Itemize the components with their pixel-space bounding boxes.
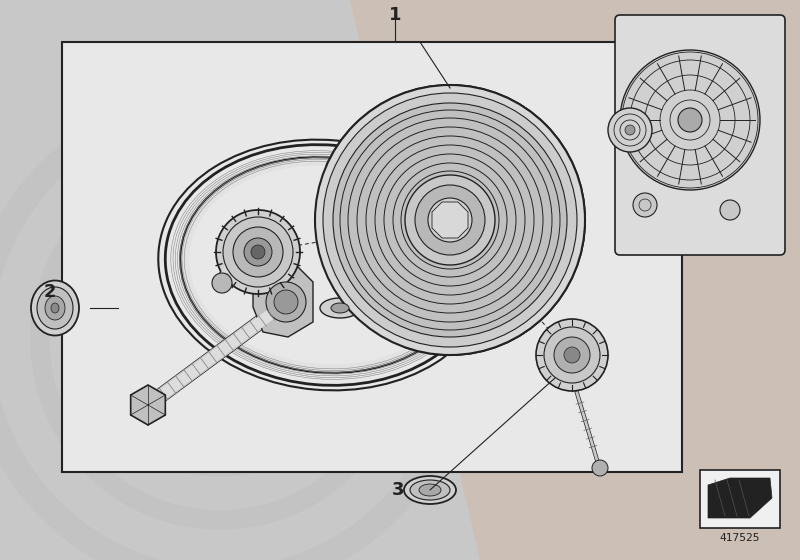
Circle shape xyxy=(428,198,472,242)
Circle shape xyxy=(244,238,272,266)
Circle shape xyxy=(216,210,300,294)
Ellipse shape xyxy=(410,480,450,500)
Polygon shape xyxy=(708,478,772,518)
Text: 1: 1 xyxy=(389,6,402,24)
Circle shape xyxy=(315,85,585,355)
Circle shape xyxy=(333,103,567,337)
Circle shape xyxy=(554,337,590,373)
Circle shape xyxy=(405,175,495,265)
Ellipse shape xyxy=(51,303,59,313)
Circle shape xyxy=(428,198,472,242)
Circle shape xyxy=(678,108,702,132)
Ellipse shape xyxy=(180,157,470,373)
Circle shape xyxy=(415,185,485,255)
Polygon shape xyxy=(253,260,313,337)
Bar xyxy=(445,187,455,197)
Circle shape xyxy=(212,273,232,293)
Circle shape xyxy=(592,460,608,476)
Circle shape xyxy=(720,200,740,220)
Text: 2: 2 xyxy=(44,283,56,301)
Circle shape xyxy=(405,175,495,265)
Ellipse shape xyxy=(404,476,456,504)
Circle shape xyxy=(608,108,652,152)
Bar xyxy=(417,215,427,225)
Circle shape xyxy=(333,103,567,337)
Circle shape xyxy=(415,185,485,255)
Ellipse shape xyxy=(31,281,79,335)
Circle shape xyxy=(223,217,293,287)
Ellipse shape xyxy=(37,287,73,329)
Circle shape xyxy=(251,245,265,259)
Circle shape xyxy=(323,93,577,347)
Ellipse shape xyxy=(419,484,441,496)
Ellipse shape xyxy=(331,303,349,313)
Ellipse shape xyxy=(320,298,360,318)
Ellipse shape xyxy=(190,166,461,365)
Circle shape xyxy=(544,327,600,383)
Circle shape xyxy=(274,290,298,314)
FancyBboxPatch shape xyxy=(615,15,785,255)
Circle shape xyxy=(266,282,306,322)
Circle shape xyxy=(633,193,657,217)
Text: 417525: 417525 xyxy=(720,533,760,543)
Bar xyxy=(62,42,682,472)
Circle shape xyxy=(233,227,283,277)
Circle shape xyxy=(625,125,635,135)
Circle shape xyxy=(536,319,608,391)
Text: 3: 3 xyxy=(392,481,404,499)
Circle shape xyxy=(323,93,577,347)
Polygon shape xyxy=(130,385,166,425)
Polygon shape xyxy=(432,202,468,238)
Circle shape xyxy=(315,85,585,355)
Bar xyxy=(700,470,780,528)
Circle shape xyxy=(564,347,580,363)
Polygon shape xyxy=(350,0,800,560)
Bar xyxy=(473,215,483,225)
Bar xyxy=(445,243,455,253)
Circle shape xyxy=(620,50,760,190)
Polygon shape xyxy=(432,202,468,238)
Ellipse shape xyxy=(45,296,65,320)
